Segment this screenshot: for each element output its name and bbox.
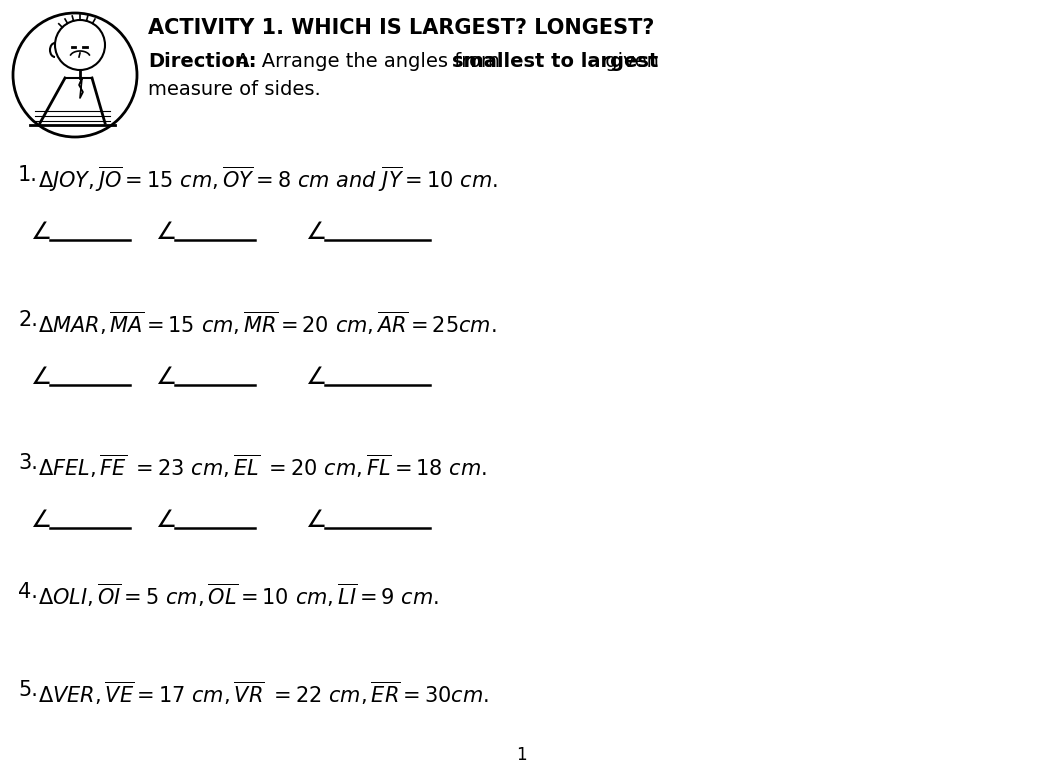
Text: $\angle$: $\angle$ <box>155 508 175 532</box>
Text: $\angle$: $\angle$ <box>30 508 51 532</box>
Text: $\angle$: $\angle$ <box>30 220 51 244</box>
Text: ACTIVITY 1. WHICH IS LARGEST? LONGEST?: ACTIVITY 1. WHICH IS LARGEST? LONGEST? <box>148 18 654 38</box>
Text: $\angle$: $\angle$ <box>305 220 325 244</box>
Text: given: given <box>599 52 659 71</box>
Text: $\mathit{\Delta VER, \overline{VE} = 17\ cm, \overline{VR}\ = 22\ cm, \overline{: $\mathit{\Delta VER, \overline{VE} = 17\… <box>38 680 489 707</box>
Text: 2.: 2. <box>18 310 38 330</box>
Text: smallest to largest: smallest to largest <box>452 52 659 71</box>
Text: 1: 1 <box>516 746 526 764</box>
Text: $\mathit{\Delta JOY, \overline{JO} = 15\ cm, \overline{OY} = 8\ cm\ and\ \overli: $\mathit{\Delta JOY, \overline{JO} = 15\… <box>38 165 498 194</box>
Text: $\mathit{\Delta OLI, \overline{OI} = 5\ cm, \overline{OL} = 10\ cm, \overline{LI: $\mathit{\Delta OLI, \overline{OI} = 5\ … <box>38 582 439 609</box>
Text: $\angle$: $\angle$ <box>30 365 51 389</box>
Text: $\angle$: $\angle$ <box>155 220 175 244</box>
Text: $\mathit{\Delta FEL, \overline{FE}\ = 23\ cm, \overline{EL}\ = 20\ cm, \overline: $\mathit{\Delta FEL, \overline{FE}\ = 23… <box>38 453 487 480</box>
Text: 3.: 3. <box>18 453 38 473</box>
Text: Direction:: Direction: <box>148 52 256 71</box>
Text: $\angle$: $\angle$ <box>305 508 325 532</box>
Text: 1.: 1. <box>18 165 38 185</box>
Text: $\angle$: $\angle$ <box>305 365 325 389</box>
Text: 4.: 4. <box>18 582 38 602</box>
Text: A. Arrange the angles from: A. Arrange the angles from <box>230 52 506 71</box>
Text: measure of sides.: measure of sides. <box>148 80 321 99</box>
Text: $\angle$: $\angle$ <box>155 365 175 389</box>
Text: 5.: 5. <box>18 680 38 700</box>
Text: $\mathit{\Delta MAR, \overline{MA} = 15\ cm, \overline{MR} = 20\ cm, \overline{A: $\mathit{\Delta MAR, \overline{MA} = 15\… <box>38 310 497 337</box>
